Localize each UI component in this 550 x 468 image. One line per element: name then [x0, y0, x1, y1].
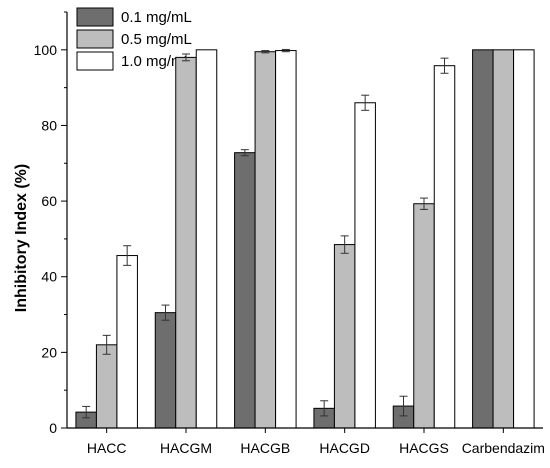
bar-hacgm-series-3: [195, 49, 218, 429]
x-tick-label-carbendazim: Carbendazim: [462, 440, 545, 456]
error-bar-hacgm-series-1: [161, 304, 170, 321]
bar-hacc-series-3: [116, 255, 138, 429]
bar-carbendazim-series-1: [472, 49, 494, 429]
bar-hacgm-series-1: [154, 312, 177, 429]
bar-hacgb-series-1: [234, 152, 256, 429]
chart-legend: 0.1 mg/mL 0.5 mg/mL 1.0 mg/mL: [76, 7, 192, 71]
x-tick-label-hacgm: HACGM: [160, 440, 212, 456]
legend-swatch-3: [76, 51, 114, 71]
error-bar-hacc-series-1: [82, 405, 91, 419]
error-bars: [82, 48, 449, 419]
error-bar-hacgd-series-3: [361, 94, 370, 111]
bar-hacgd-series-3: [354, 102, 376, 429]
bar-marks: [75, 49, 535, 429]
bar-hacgs-series-2: [413, 203, 435, 429]
bar-hacgs-series-3: [433, 65, 456, 429]
bar-carbendazim-series-2: [492, 49, 515, 429]
error-bar-hacc-series-2: [102, 334, 111, 355]
bar-carbendazim-series-3: [513, 49, 535, 429]
y-tick-label: 20: [41, 344, 57, 360]
error-bar-hacgs-series-2: [420, 197, 428, 210]
y-tick-label: 60: [41, 193, 57, 209]
error-bar-hacgs-series-3: [440, 57, 449, 74]
legend-swatch-1: [76, 7, 114, 27]
error-bar-hacgb-series-2: [261, 50, 270, 54]
bar-hacgm-series-2: [175, 56, 197, 429]
y-tick-label: 80: [41, 117, 57, 133]
y-tick-label: 100: [34, 42, 58, 58]
error-bar-hacgd-series-2: [340, 235, 349, 254]
error-bar-hacgd-series-1: [320, 400, 329, 417]
legend-label-1: 0.1 mg/mL: [121, 9, 192, 26]
axes: 0 20 40 60 80 100 HACC HACGM HACGB HACGD HACGS Carb…: [34, 11, 545, 456]
y-tick-label: 40: [41, 269, 57, 285]
x-tick-label-hacgd: HACGD: [319, 440, 370, 456]
error-bar-hacgb-series-3: [281, 48, 290, 53]
bar-hacc-series-2: [95, 344, 118, 429]
bar-hacgd-series-2: [333, 244, 356, 429]
y-axis-title: Inhibitory Index (%): [13, 164, 30, 312]
x-tick-label-hacc: HACC: [87, 440, 127, 456]
legend-label-3: 1.0 mg/mL: [121, 53, 192, 70]
error-bar-hacgs-series-1: [399, 395, 408, 417]
legend-label-2: 0.5 mg/mL: [121, 31, 192, 48]
error-bar-hacgb-series-1: [240, 149, 249, 157]
error-bar-hacgm-series-2: [182, 53, 190, 62]
x-tick-label-hacgb: HACGB: [240, 440, 290, 456]
x-tick-label-hacgs: HACGS: [399, 440, 449, 456]
error-bar-hacc-series-3: [123, 245, 132, 266]
legend-swatch-2: [76, 29, 114, 49]
bar-hacgb-series-2: [254, 51, 277, 429]
y-tick-label: 0: [49, 420, 57, 436]
bar-hacgb-series-3: [275, 50, 297, 429]
